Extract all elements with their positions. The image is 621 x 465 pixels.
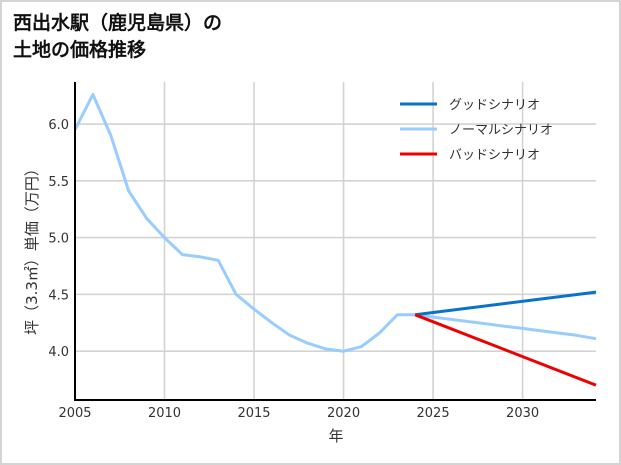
x-tick-label: 2025 [417, 406, 450, 421]
y-tick-labels: 4.0 4.5 5.0 5.5 6.0 [48, 118, 69, 360]
series-line-normal [73, 93, 597, 353]
y-tick-label: 5.0 [48, 232, 69, 247]
series-line-good [415, 290, 597, 317]
x-tick-label: 2030 [506, 406, 539, 421]
x-tick-label: 2015 [237, 406, 270, 421]
chart-title-line2: 土地の価格推移 [13, 39, 147, 61]
y-axis-label: 坪（3.3㎡）単価（万円） [23, 161, 41, 335]
x-axis-label: 年 [328, 427, 343, 445]
y-tick-label: 6.0 [48, 118, 69, 133]
y-tick-label: 4.5 [48, 288, 69, 303]
legend-item-normal: ノーマルシナリオ [400, 123, 553, 138]
x-tick-label: 2010 [148, 406, 181, 421]
data-series [73, 93, 597, 387]
legend-item-bad: バッドシナリオ [400, 148, 540, 163]
axes [74, 82, 596, 401]
x-tick-labels: 2005 2010 2015 2020 2025 2030 [58, 406, 539, 421]
series-line-bad [414, 313, 597, 387]
x-tick-label: 2020 [327, 406, 360, 421]
legend-item-good: グッドシナリオ [400, 98, 540, 113]
legend-label: グッドシナリオ [449, 98, 540, 113]
y-tick-label: 5.5 [48, 175, 69, 190]
y-tick-label: 4.0 [48, 345, 69, 360]
x-tick-label: 2005 [58, 406, 91, 421]
legend-label: バッドシナリオ [449, 148, 540, 163]
chart-title: 西出水駅（鹿児島県）の 土地の価格推移 [13, 10, 222, 64]
legend-label: ノーマルシナリオ [449, 123, 553, 138]
chart-title-line1: 西出水駅（鹿児島県）の [13, 12, 223, 34]
